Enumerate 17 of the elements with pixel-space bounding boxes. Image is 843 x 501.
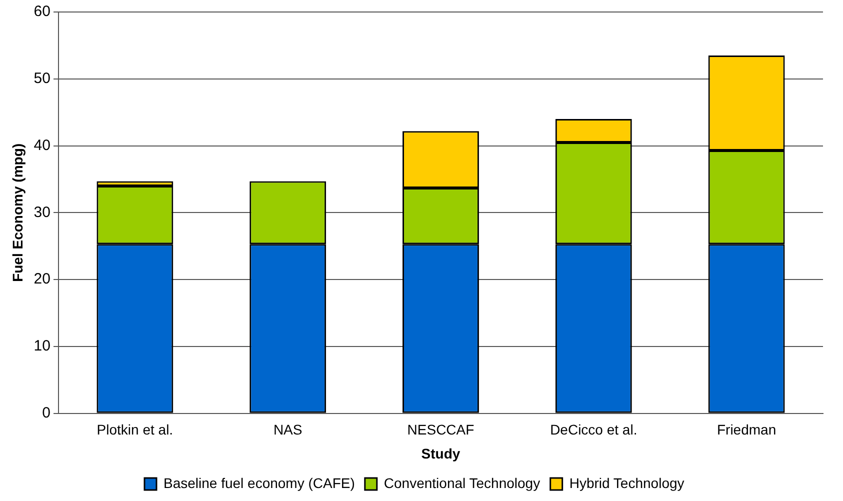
- y-tick-label: 50: [34, 70, 50, 88]
- x-tick-label: NESCCAF: [407, 422, 474, 438]
- y-axis-title: Fuel Economy (mpg): [9, 143, 26, 282]
- y-tick-label: 10: [34, 338, 50, 355]
- x-tick-label: DeCicco et al.: [550, 422, 638, 438]
- legend-label: Conventional Technology: [384, 474, 540, 491]
- y-tick-label: 30: [34, 204, 50, 221]
- x-axis-title: Study: [421, 445, 460, 462]
- y-tick-label: 20: [34, 270, 50, 288]
- legend-label: Hybrid Technology: [569, 474, 684, 491]
- x-tick-label: NAS: [273, 422, 302, 438]
- x-tick-label: Plotkin et al.: [96, 422, 174, 438]
- y-tick-label: 40: [34, 136, 50, 154]
- y-tick-label: 0: [42, 404, 50, 422]
- x-tick-label: Friedman: [716, 422, 776, 438]
- y-tick-label: 60: [34, 3, 50, 20]
- legend-label: Baseline fuel economy (CAFE): [163, 474, 355, 491]
